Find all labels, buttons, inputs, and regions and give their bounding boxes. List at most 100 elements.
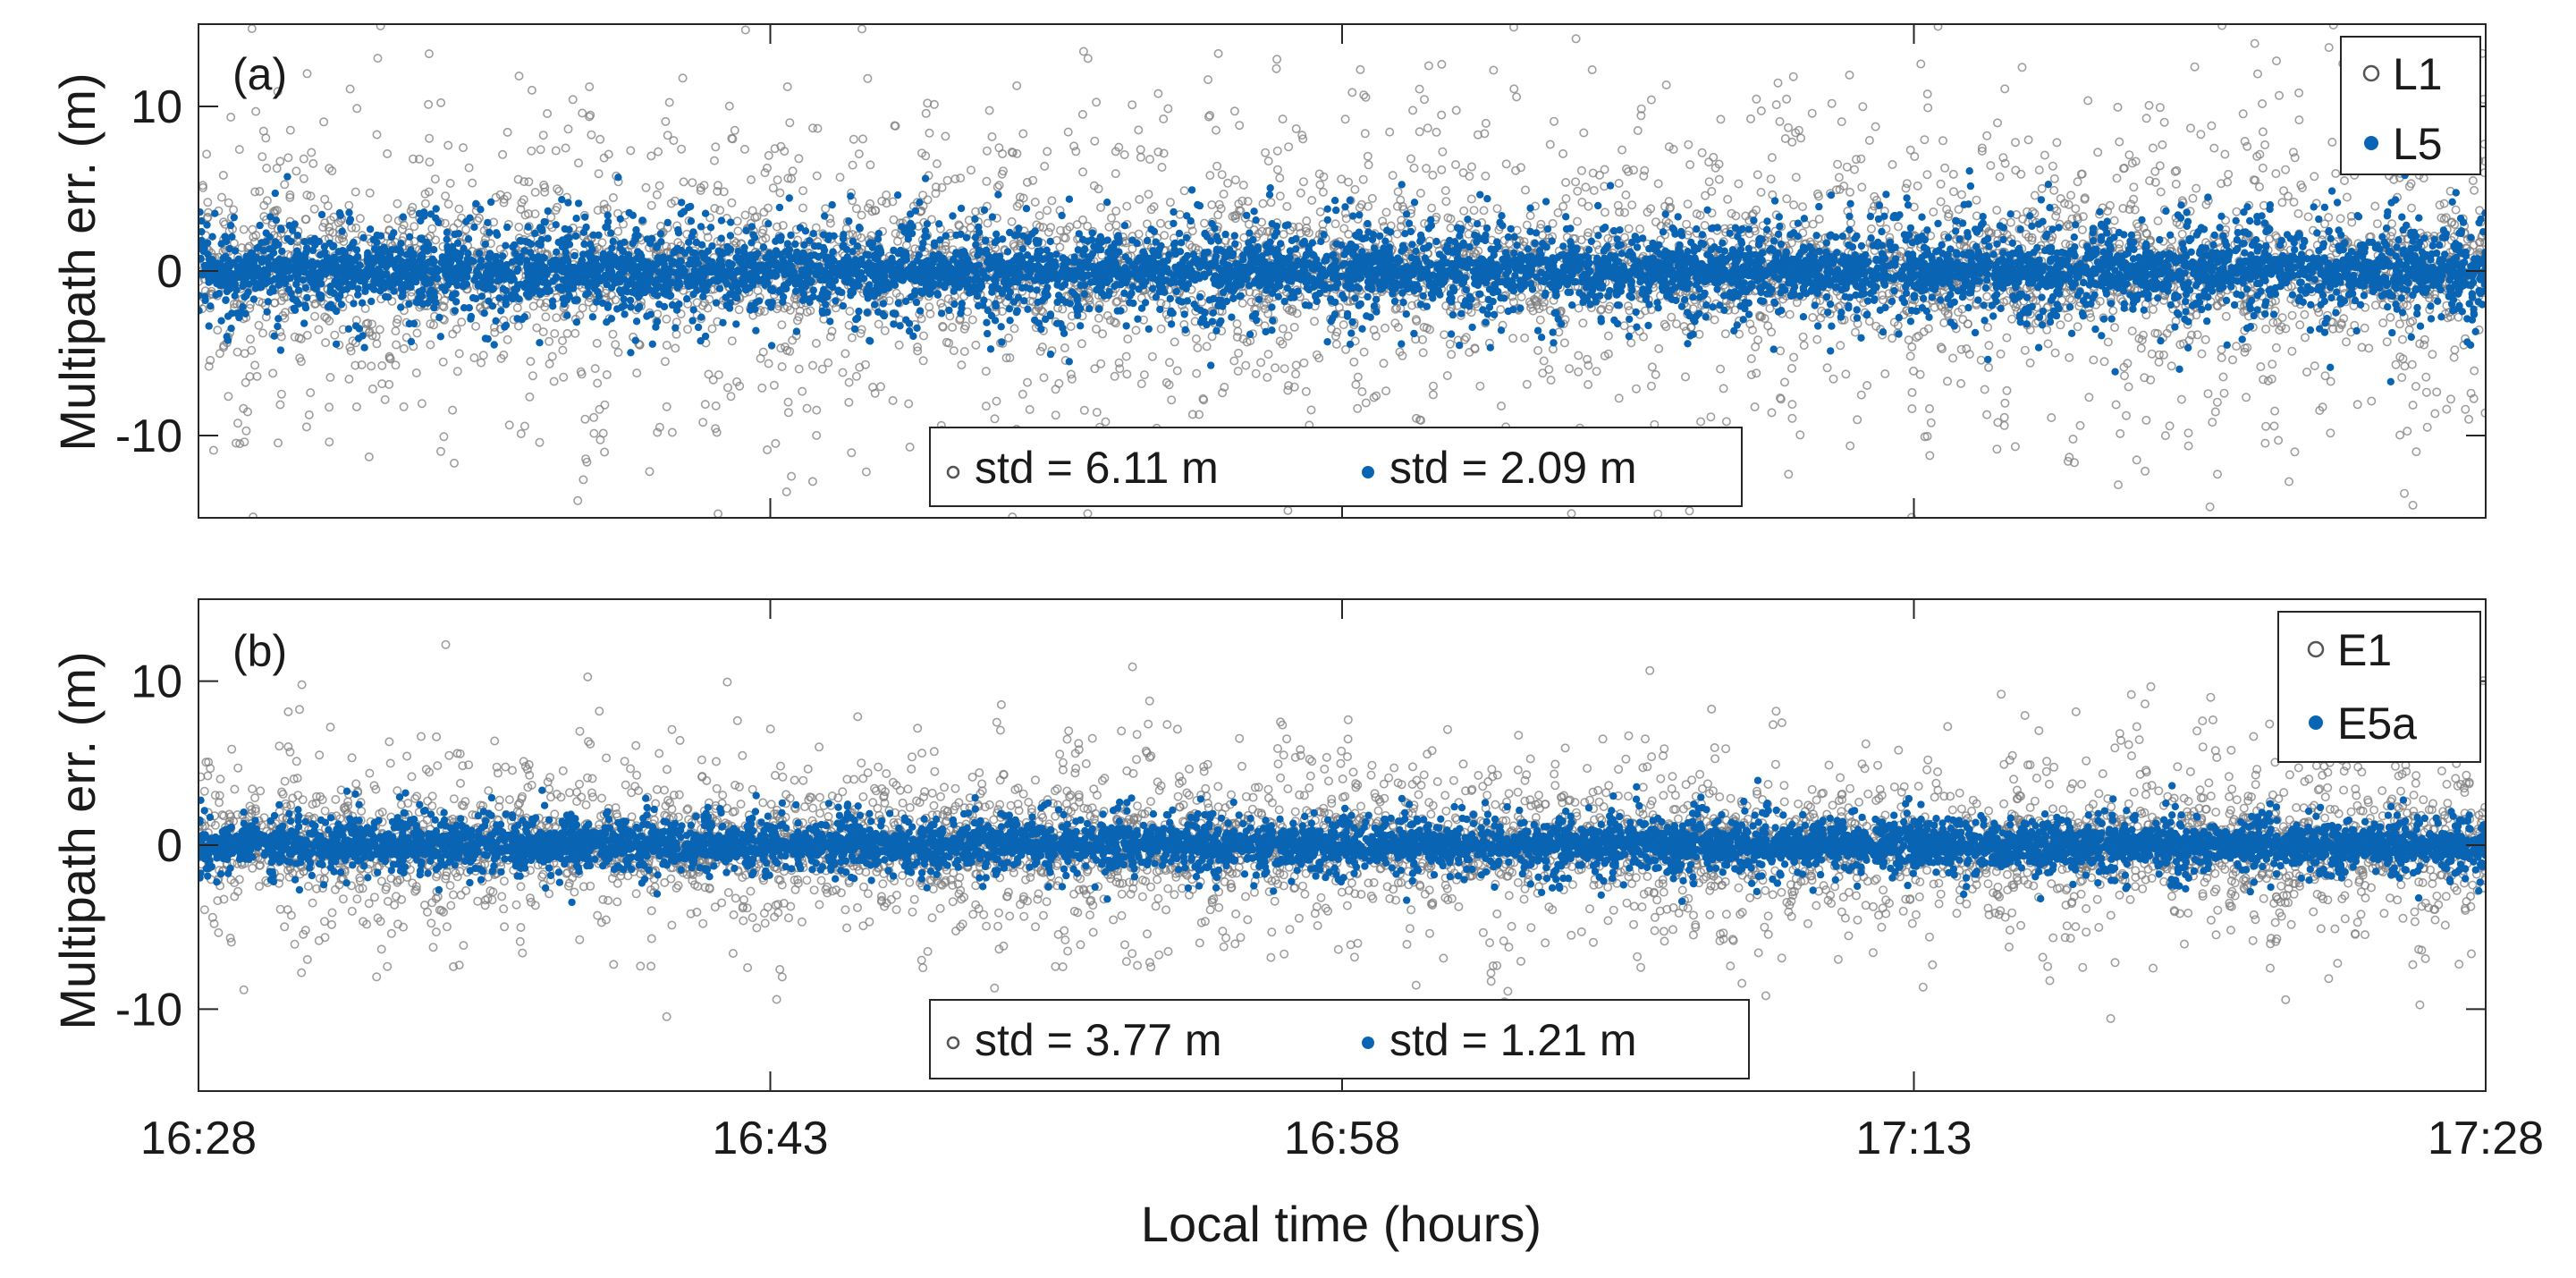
data-point — [663, 131, 672, 140]
data-point — [2258, 127, 2268, 137]
data-point — [1298, 177, 1308, 187]
data-point — [1012, 80, 1022, 90]
data-point — [2116, 428, 2125, 438]
data-point — [1539, 356, 1549, 366]
data-point — [1785, 309, 1795, 319]
data-point — [1107, 213, 1117, 223]
data-point — [2387, 219, 2397, 229]
data-point — [1496, 304, 1506, 314]
data-point — [1624, 224, 1634, 233]
data-point — [1509, 24, 1518, 32]
data-point — [916, 314, 926, 324]
data-point — [2136, 343, 2146, 353]
data-point — [1522, 379, 1532, 389]
data-point — [1700, 221, 1710, 231]
data-point — [1787, 137, 1797, 147]
data-point — [1135, 195, 1144, 205]
data-point — [1926, 418, 1936, 427]
data-point — [1341, 214, 1351, 224]
data-point — [861, 467, 871, 477]
data-point — [2285, 477, 2294, 487]
data-point — [1936, 197, 1946, 207]
data-point — [1110, 371, 1119, 381]
data-point — [937, 182, 947, 192]
data-point — [2271, 343, 2281, 352]
data-point — [807, 360, 817, 370]
data-point — [1275, 191, 1285, 201]
data-point — [426, 340, 435, 350]
data-point — [1296, 228, 1305, 238]
data-point — [551, 146, 561, 156]
data-point — [1948, 169, 1958, 179]
data-point — [1512, 92, 1522, 102]
data-point — [304, 410, 314, 419]
data-point — [2052, 206, 2062, 216]
data-point — [1083, 221, 1093, 231]
data-point — [1067, 374, 1077, 384]
data-point — [1418, 348, 1428, 358]
data-point — [1982, 292, 1992, 301]
data-point — [1938, 136, 1948, 146]
data-point — [275, 400, 285, 410]
data-point — [2260, 140, 2270, 150]
data-point — [2253, 69, 2263, 79]
data-point — [1432, 127, 1441, 137]
data-point — [469, 353, 479, 363]
data-point — [1982, 410, 1992, 419]
data-point — [1012, 148, 1022, 158]
data-point — [768, 183, 778, 193]
data-point — [678, 73, 688, 83]
data-point — [2395, 352, 2405, 362]
data-point — [1592, 240, 1601, 250]
data-point — [1220, 382, 1229, 392]
data-point — [2240, 137, 2250, 147]
data-point — [1035, 346, 1045, 356]
data-point — [798, 203, 807, 213]
data-point — [2470, 366, 2479, 376]
data-point — [2129, 182, 2139, 192]
data-point — [825, 332, 835, 342]
data-point — [2464, 414, 2474, 424]
data-point — [2075, 420, 2085, 430]
data-point — [1621, 190, 1631, 200]
data-point — [526, 357, 536, 367]
data-point — [2281, 165, 2291, 174]
data-point — [2043, 301, 2053, 311]
data-point — [1139, 370, 1149, 380]
data-point — [2270, 406, 2280, 416]
data-point — [1731, 211, 1741, 221]
data-point — [2158, 140, 2167, 149]
data-point — [1780, 134, 1790, 144]
data-point — [1933, 24, 1943, 31]
data-point — [1241, 360, 1251, 370]
data-point — [1022, 177, 1032, 187]
data-point — [1905, 145, 1915, 155]
data-point — [1357, 386, 1367, 396]
data-point — [1077, 109, 1087, 119]
data-point — [1159, 114, 1169, 124]
data-point — [594, 169, 604, 179]
data-point — [823, 358, 833, 368]
data-point — [918, 190, 928, 200]
data-point — [325, 164, 334, 174]
data-point — [949, 346, 959, 356]
data-point — [1829, 374, 1838, 384]
data-point — [711, 424, 721, 434]
data-point — [1359, 347, 1369, 357]
data-point — [2061, 239, 2071, 249]
data-point — [1429, 381, 1439, 391]
data-point — [439, 302, 449, 312]
data-point — [783, 174, 793, 183]
data-point — [309, 204, 319, 214]
data-point — [1475, 381, 1485, 391]
data-point — [224, 198, 233, 207]
data-point — [1615, 207, 1625, 217]
data-point — [443, 140, 453, 150]
data-point — [2255, 182, 2265, 191]
data-point — [1238, 181, 1248, 190]
data-point — [1256, 358, 1266, 368]
data-point — [2259, 375, 2268, 385]
data-point — [1784, 123, 1794, 132]
